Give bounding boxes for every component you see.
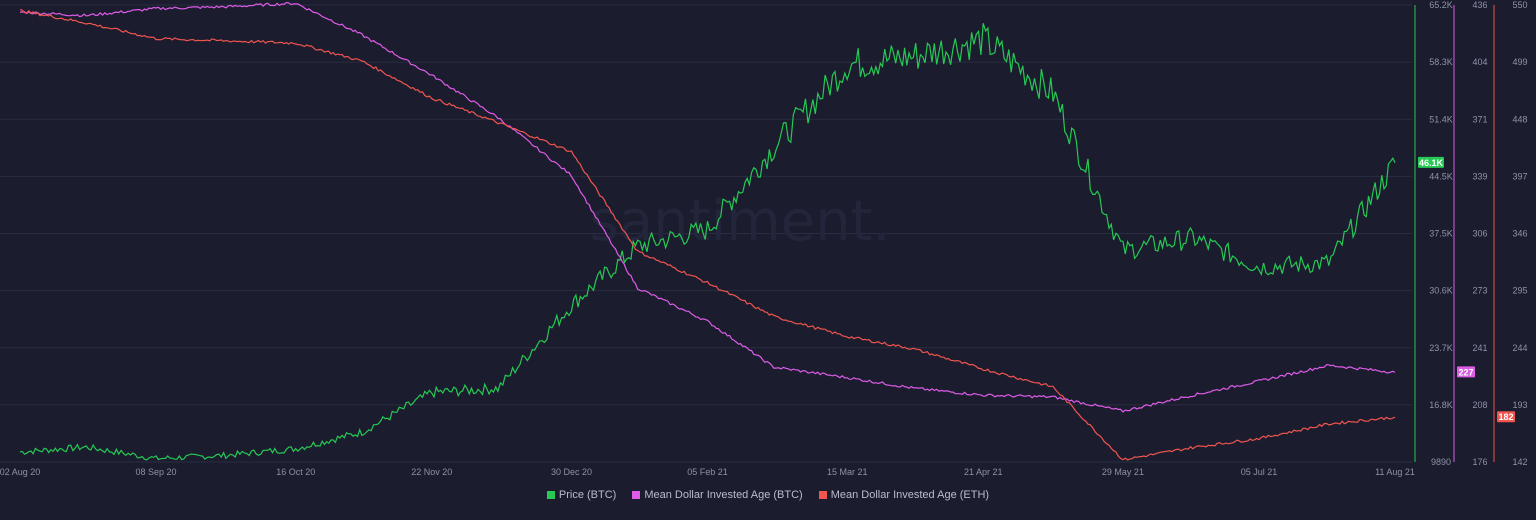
legend-label: Mean Dollar Invested Age (BTC)	[644, 489, 803, 501]
x-tick-label: 02 Aug 20	[0, 467, 40, 477]
legend-item[interactable]: Mean Dollar Invested Age (ETH)	[818, 489, 990, 501]
badge-label: 182	[1498, 412, 1513, 422]
y-tick-label: 371	[1472, 114, 1487, 124]
x-tick-label: 22 Nov 20	[411, 467, 452, 477]
watermark: santiment.	[590, 189, 891, 254]
x-tick-label: 11 Aug 21	[1375, 467, 1415, 477]
badge-label: 227	[1458, 367, 1473, 377]
y-tick-label: 499	[1512, 57, 1527, 67]
x-tick-label: 05 Jul 21	[1241, 467, 1278, 477]
legend-item[interactable]: Mean Dollar Invested Age (BTC)	[632, 489, 803, 501]
y-tick-label: 30.6K	[1429, 286, 1453, 296]
y-tick-label: 448	[1512, 114, 1527, 124]
y-tick-label: 404	[1472, 57, 1487, 67]
legend-swatch	[818, 491, 827, 499]
current-value-badge: 227	[1457, 366, 1475, 378]
y-tick-label: 16.8K	[1429, 400, 1453, 410]
y-tick-label: 51.4K	[1429, 114, 1453, 124]
legend-item[interactable]: Price (BTC)	[546, 489, 617, 501]
x-tick-label: 05 Feb 21	[687, 467, 728, 477]
y-tick-label: 65.2K	[1429, 0, 1453, 10]
y-tick-label: 58.3K	[1429, 57, 1453, 67]
legend: Price (BTC) Mean Dollar Invested Age (BTC…	[0, 489, 1536, 501]
y-tick-label: 339	[1472, 171, 1487, 181]
y-tick-label: 176	[1472, 457, 1487, 467]
legend-swatch	[546, 491, 555, 499]
x-tick-label: 29 May 21	[1102, 467, 1144, 477]
y-tick-label: 244	[1512, 343, 1527, 353]
x-tick-label: 21 Apr 21	[964, 467, 1003, 477]
legend-swatch	[632, 491, 641, 499]
y-tick-label: 142	[1512, 457, 1527, 467]
series-line-price_btc	[19, 23, 1396, 461]
line-chart: santiment. 02 Aug 20 08 Sep 20 16 Oct 20 22 …	[0, 0, 1528, 477]
y-tick-label: 273	[1472, 286, 1487, 296]
y-tick-label: 346	[1512, 229, 1527, 239]
y-tick-label: 208	[1472, 400, 1487, 410]
y-tick-label: 306	[1472, 229, 1487, 239]
x-tick-label: 16 Oct 20	[276, 467, 315, 477]
current-value-badge: 46.1K	[1418, 156, 1444, 168]
current-value-badge: 182	[1497, 411, 1515, 423]
badge-bg	[1418, 156, 1444, 168]
y-tick-label: 44.5K	[1429, 171, 1453, 181]
y-tick-label: 436	[1472, 0, 1487, 10]
y-tick-label: 397	[1512, 171, 1527, 181]
legend-label: Mean Dollar Invested Age (ETH)	[830, 489, 990, 501]
series-line-mdia_eth	[19, 9, 1396, 461]
y-tick-label: 23.7K	[1429, 343, 1453, 353]
y-tick-label: 193	[1512, 400, 1527, 410]
series-line-mdia_btc	[20, 1, 1396, 413]
y-tick-label: 295	[1512, 286, 1527, 296]
x-tick-label: 08 Sep 20	[136, 467, 177, 477]
legend-label: Price (BTC)	[558, 489, 617, 501]
badge-bg	[1497, 411, 1515, 423]
y-tick-label: 550	[1512, 0, 1527, 10]
badge-label: 46.1K	[1419, 158, 1444, 168]
x-tick-label: 30 Dec 20	[551, 467, 592, 477]
y-tick-label: 241	[1472, 343, 1487, 353]
y-tick-label: 37.5K	[1429, 229, 1453, 239]
x-tick-label: 15 Mar 21	[827, 467, 868, 477]
badge-bg	[1457, 366, 1475, 378]
y-tick-label: 9890	[1431, 457, 1451, 467]
